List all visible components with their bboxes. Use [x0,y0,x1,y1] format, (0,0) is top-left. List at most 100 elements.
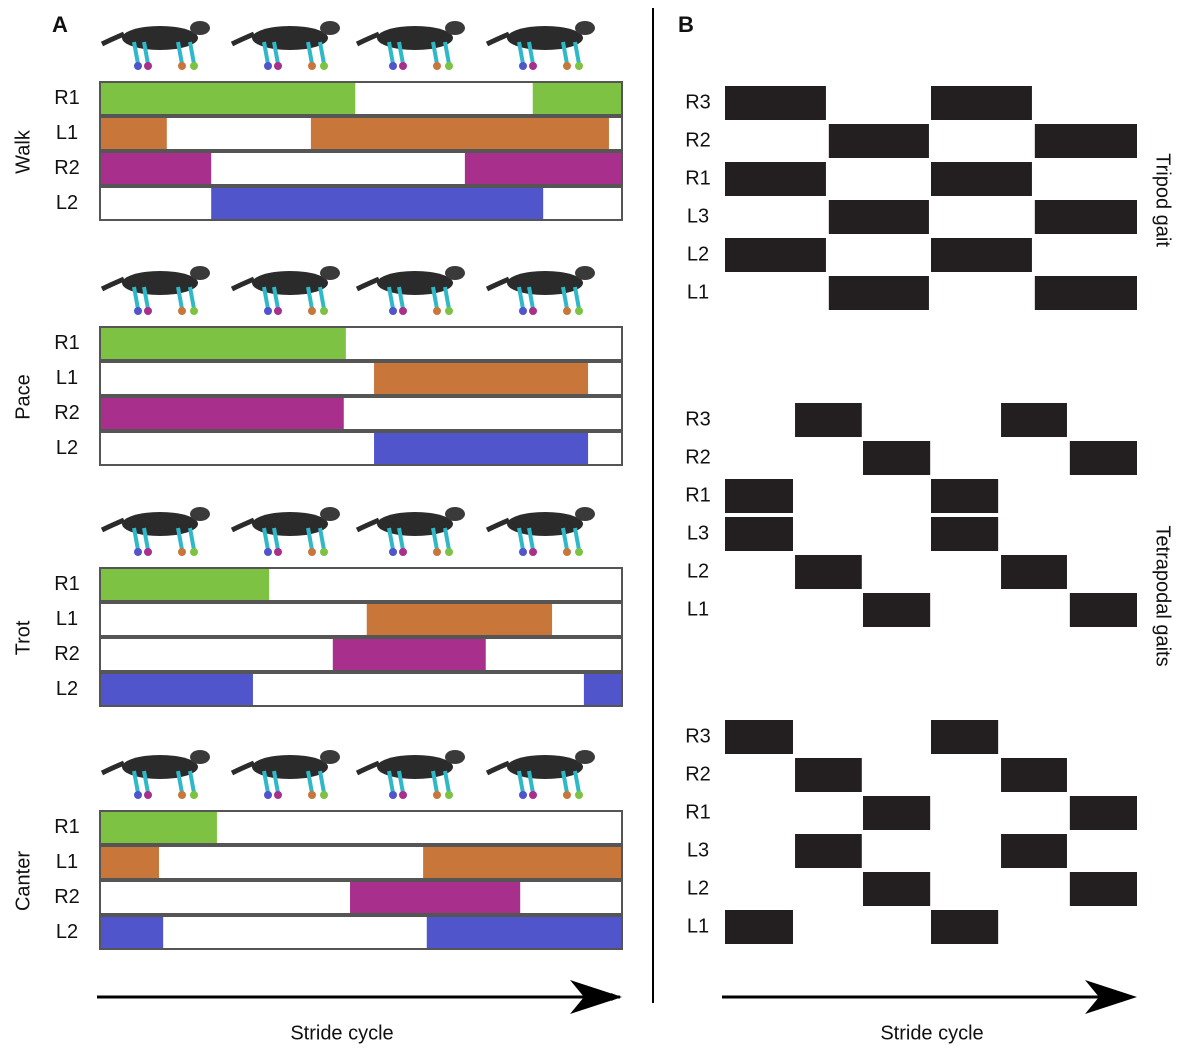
wolf-leg [188,41,196,65]
leg-label: R2 [685,446,711,468]
wolf-leg [262,770,270,794]
wolf-leg [527,41,535,65]
leg-label: L1 [56,851,78,873]
wolf-leg [306,770,314,794]
wolf-paw [134,62,142,70]
wolf-leg [142,770,150,794]
wolf-leg [132,286,140,310]
wolf-paw [445,548,453,556]
stance-bar [1001,758,1067,792]
wolf-leg [132,770,140,794]
panel-label: B [678,12,694,37]
stance-bar [1001,834,1067,868]
wolf-paw [264,791,272,799]
wolf-leg [561,527,569,551]
stance-bar [725,238,826,272]
wolf-paw [519,791,527,799]
wolf-paw [274,62,282,70]
wolf-paw [308,307,316,315]
leg-label: L2 [56,437,78,459]
stance-bar [931,162,1032,196]
wolf-head [190,266,210,280]
wolf-leg [306,286,314,310]
wolf-leg [397,527,405,551]
wolf-paw [264,307,272,315]
wolf-paw [399,62,407,70]
wolf-paw [320,62,328,70]
wolf-tail [230,760,255,776]
wolf-paw [529,307,537,315]
wolf-leg [272,527,280,551]
leg-label: R1 [54,332,80,354]
wolf-leg [443,770,451,794]
wolf-leg [397,770,405,794]
stance-bar [725,720,793,754]
stance-bar [725,517,793,551]
row-frame [99,116,623,151]
leg-label: L1 [687,281,709,303]
wolf-leg [272,770,280,794]
stance-bar [725,162,826,196]
wolf-paw [563,307,571,315]
wolf-paw [389,548,397,556]
wolf-head [190,750,210,764]
wolf-leg [318,286,326,310]
group-label: Tripod gait [1152,153,1174,247]
row-frame [99,361,623,396]
wolf-leg [142,527,150,551]
stance-bar [100,846,159,879]
wolf-leg [431,286,439,310]
wolf-paw [190,62,198,70]
wolf-paw [274,791,282,799]
stance-bar [931,517,999,551]
wolf-head [320,266,340,280]
wolf-paw [519,307,527,315]
wolf-leg [517,286,525,310]
wolf-paw [399,307,407,315]
wolf-paw [308,548,316,556]
wolf-tail [355,276,380,292]
wolf-tail [355,31,380,47]
stance-bar [366,603,553,636]
wolf-leg [306,527,314,551]
stance-bar [828,124,929,158]
wolf-head [575,21,595,35]
wolf-head [320,507,340,521]
wolf-leg [443,41,451,65]
panel-label: A [52,12,68,37]
wolf-tail [485,31,510,47]
wolf-leg [573,41,581,65]
wolf-leg [517,41,525,65]
wolf-paw [144,62,152,70]
wolf-paw [563,791,571,799]
wolf-tail [355,517,380,533]
stance-bar [725,910,793,944]
wolf-head [320,750,340,764]
leg-label: R2 [54,402,80,424]
wolf-leg [387,770,395,794]
stance-bar [374,362,589,395]
stance-bar [350,881,521,914]
stance-bar [100,117,167,150]
wolf-leg [397,41,405,65]
wolf-leg [573,770,581,794]
wolf-paw [320,307,328,315]
leg-label: R3 [685,725,711,747]
arrow-head [1085,980,1137,1014]
stance-bar [795,555,862,589]
wolf-leg [561,770,569,794]
wolf-leg [318,770,326,794]
stance-bar [931,238,1032,272]
leg-label: R1 [685,801,711,823]
stance-bar [725,479,793,513]
stance-bar [931,86,1032,120]
wolf-paw [274,548,282,556]
stance-bar [100,152,212,185]
wolf-leg [561,41,569,65]
wolf-paw [563,548,571,556]
wolf-leg [132,41,140,65]
wolf-leg [527,286,535,310]
stance-bar [795,403,862,437]
wolf-leg [176,41,184,65]
wolf-paw [529,548,537,556]
